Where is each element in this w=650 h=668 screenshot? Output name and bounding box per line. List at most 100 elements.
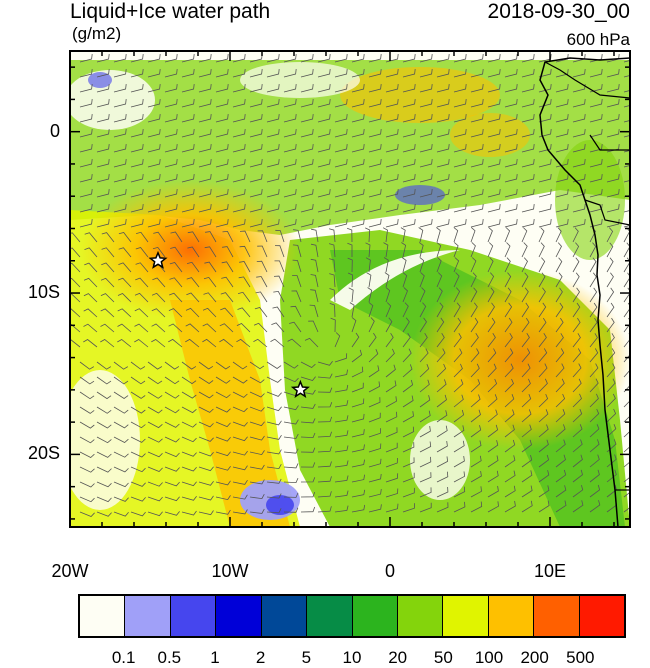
wind-barb	[436, 441, 448, 453]
field-layer	[70, 51, 630, 527]
wind-barb	[232, 421, 248, 427]
wind-barb	[402, 411, 414, 423]
wind-barb	[317, 431, 332, 438]
wind-barb	[606, 408, 617, 423]
wind-barb	[79, 406, 95, 414]
wind-barb	[203, 276, 217, 288]
wind-barb	[538, 302, 547, 318]
wind-barb	[351, 444, 365, 453]
wind-barb	[266, 449, 282, 455]
wind-barb	[79, 129, 93, 138]
wind-barb	[79, 144, 93, 153]
wind-barb	[96, 174, 110, 183]
wind-barb	[253, 322, 268, 333]
wind-barb	[283, 144, 297, 153]
wind-barb	[538, 159, 552, 168]
colorbar-label: 10	[342, 648, 362, 667]
wind-barb	[365, 242, 371, 258]
wind-barb	[130, 144, 144, 153]
wind-barb	[453, 317, 462, 333]
wind-barb	[555, 219, 569, 228]
wind-barb	[118, 232, 132, 243]
wind-barb	[198, 159, 212, 168]
wind-barb	[283, 69, 297, 78]
wind-barb	[317, 446, 332, 453]
wind-barb	[470, 114, 484, 123]
wind-barb	[470, 174, 484, 183]
wind-barb	[185, 338, 200, 348]
wind-barb	[249, 421, 265, 427]
wind-barb	[504, 99, 518, 108]
wind-barb	[84, 262, 98, 273]
wind-barb	[287, 338, 302, 348]
wind-barb	[249, 406, 265, 412]
wind-barb	[589, 378, 599, 393]
wind-barb	[79, 436, 95, 444]
wind-barb	[181, 436, 197, 443]
wind-barb	[130, 54, 144, 63]
wind-barb	[266, 189, 280, 198]
wind-barb	[198, 69, 212, 78]
wind-barb	[453, 409, 465, 423]
wind-barb	[572, 363, 582, 378]
wind-barb	[504, 317, 513, 333]
wind-barb	[385, 442, 398, 453]
wind-barb	[266, 464, 282, 470]
wind-barb	[113, 451, 129, 458]
wind-barb	[555, 129, 569, 138]
wind-barb	[113, 114, 127, 123]
wind-barb	[249, 508, 265, 514]
wind-barb	[436, 332, 445, 348]
wind-barb	[164, 376, 180, 385]
wind-barb	[79, 114, 93, 123]
colorbar-swatch	[170, 596, 217, 636]
wind-barb	[147, 69, 161, 78]
wind-barb	[453, 219, 467, 228]
wind-barb	[113, 204, 127, 213]
wind-barb	[232, 391, 248, 398]
wind-barb	[470, 242, 476, 258]
wind-barb	[606, 174, 620, 183]
wind-barb	[504, 204, 518, 213]
wind-barb	[215, 84, 229, 93]
wind-barb	[164, 204, 178, 213]
wind-barb	[402, 302, 409, 318]
wind-barb	[283, 419, 299, 425]
wind-barb	[623, 135, 630, 138]
wind-barb	[169, 292, 183, 303]
wind-barb	[84, 247, 98, 258]
wind-barb	[555, 393, 566, 408]
wind-barb	[334, 332, 341, 348]
wind-barb	[237, 307, 251, 318]
wind-barb	[623, 257, 630, 273]
wind-barb	[239, 245, 251, 258]
wind-barb	[504, 470, 516, 483]
wind-barb	[220, 292, 234, 303]
wind-barb	[334, 144, 348, 153]
wind-barb	[470, 129, 484, 138]
wind-barb	[436, 54, 450, 63]
wind-barb	[419, 472, 432, 483]
wind-barb	[504, 394, 515, 408]
wind-barb	[504, 409, 515, 423]
wind-barb	[147, 174, 161, 183]
wind-barb	[606, 69, 620, 78]
wind-barb	[300, 376, 316, 381]
wind-barb	[198, 114, 212, 123]
wind-barb	[202, 338, 217, 348]
wind-barb	[589, 500, 601, 513]
wind-barb	[273, 290, 285, 303]
wind-barb	[334, 54, 348, 63]
wind-barb	[402, 395, 414, 408]
colorbar-swatch	[579, 596, 625, 636]
star-marker	[290, 379, 310, 398]
wind-barb	[606, 469, 617, 483]
wind-barb	[181, 496, 197, 501]
wind-barb	[538, 424, 549, 438]
wind-barb	[96, 391, 112, 400]
wind-barb	[623, 120, 630, 123]
wind-barb	[368, 204, 382, 213]
wind-barb	[317, 84, 331, 93]
wind-barb	[368, 397, 381, 408]
wind-barb	[521, 378, 531, 393]
